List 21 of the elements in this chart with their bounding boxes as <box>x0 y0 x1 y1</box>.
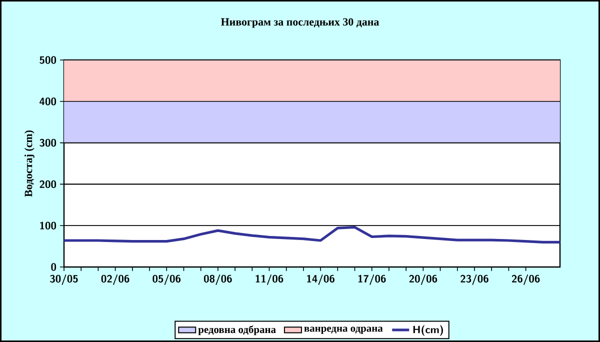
x-tick-label: 30/05 <box>50 274 78 285</box>
y-tick-label: 300 <box>40 138 56 147</box>
chart-title: Нивограм за последњих 30 дана <box>220 18 380 28</box>
y-tick-label: 500 <box>40 56 56 64</box>
y-tick-label: 400 <box>40 98 56 106</box>
y-tick-label: 0 <box>51 263 56 271</box>
x-tick-label: 08/06 <box>204 274 232 285</box>
y-axis-title: Водостај (cm) <box>24 130 34 197</box>
x-tick-label: 11/06 <box>256 274 284 285</box>
x-tick-label: 23/06 <box>460 274 488 285</box>
legend-label: редовна одбрана <box>198 325 276 336</box>
x-tick-label: 05/06 <box>152 274 181 285</box>
y-tick-label: 200 <box>40 180 56 188</box>
x-tick-label: 17/06 <box>358 274 386 285</box>
x-tick-label: 26/06 <box>512 274 540 285</box>
legend-label: ванредна одрана <box>304 326 383 334</box>
x-tick-label: 02/06 <box>101 274 130 285</box>
y-tick-label: 100 <box>40 222 56 230</box>
legend-label: H(cm) <box>413 325 443 336</box>
x-tick-label: 20/06 <box>409 274 438 285</box>
x-tick-label: 14/06 <box>306 274 334 285</box>
